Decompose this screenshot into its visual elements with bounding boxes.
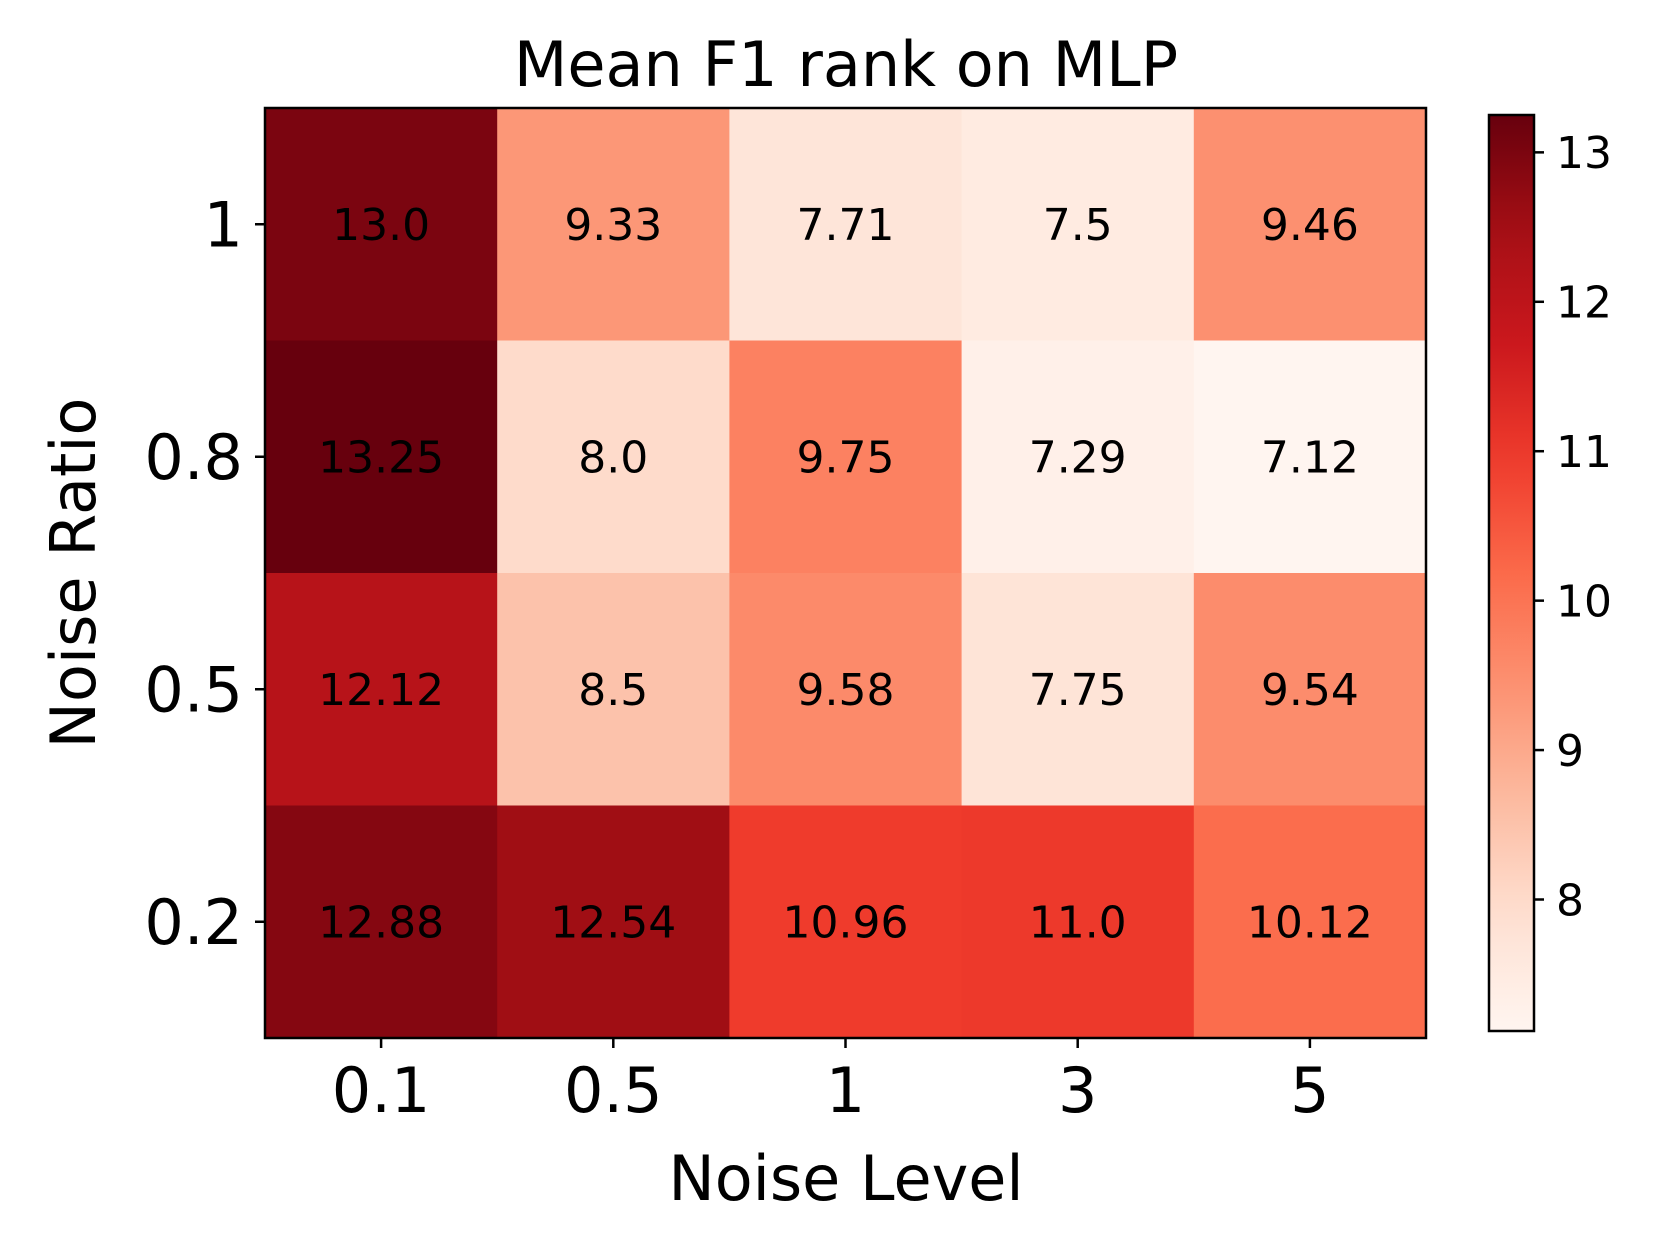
- cell-value-label: 7.12: [1261, 433, 1359, 484]
- heatmap-cell: [961, 108, 1195, 342]
- heatmap-cell: [961, 340, 1195, 574]
- cell-value-label: 9.54: [1261, 665, 1359, 716]
- heatmap-cell: [1193, 108, 1427, 342]
- cell-value-label: 7.71: [797, 200, 895, 251]
- chart-title: Mean F1 rank on MLP: [514, 28, 1178, 101]
- heatmap-cell: [729, 573, 963, 807]
- heatmap-cell: [265, 573, 498, 807]
- y-tick-label: 0.8: [144, 421, 243, 494]
- heatmap-cell: [729, 108, 963, 342]
- heatmap-cell-labels: 13.0 9.33 7.71 7.5 9.46 13.25 8.0 9.75 7.29 7.12 1…: [318, 200, 1373, 949]
- cell-value-label: 9.46: [1261, 200, 1359, 251]
- cell-value-label: 8.5: [578, 665, 648, 716]
- x-tick-label: 5: [1290, 1054, 1329, 1127]
- heatmap-cell: [1193, 573, 1427, 807]
- heatmap-cell: [497, 573, 730, 807]
- heatmap-cell: [1193, 340, 1427, 574]
- x-tick-label: 0.5: [564, 1054, 663, 1127]
- cell-value-label: 12.54: [550, 898, 676, 949]
- colorbar-tick-label: 11: [1556, 427, 1612, 478]
- cell-value-label: 12.12: [318, 665, 444, 716]
- heatmap-cell: [497, 108, 730, 342]
- cell-value-label: 9.33: [564, 200, 662, 251]
- heatmap-cell: [729, 340, 963, 574]
- y-tick-label: 0.5: [144, 654, 243, 727]
- cell-value-label: 13.0: [332, 200, 430, 251]
- cell-value-label: 7.5: [1043, 200, 1113, 251]
- cell-value-label: 8.0: [578, 433, 648, 484]
- heatmap-cells: [265, 108, 1427, 1039]
- colorbar-tick-label: 12: [1556, 278, 1612, 329]
- y-tick-label: 1: [204, 189, 243, 262]
- heatmap-cell: [961, 573, 1195, 807]
- cell-value-label: 7.75: [1029, 665, 1127, 716]
- cell-value-label: 9.58: [797, 665, 895, 716]
- x-axis-ticks: 0.1 0.5 1 3 5: [332, 1038, 1330, 1127]
- heatmap-cell: [1193, 805, 1427, 1039]
- colorbar-tick-label: 9: [1556, 726, 1584, 777]
- cell-value-label: 10.12: [1247, 898, 1373, 949]
- y-axis-ticks: 1 0.8 0.5 0.2: [144, 189, 265, 959]
- cell-value-label: 13.25: [318, 433, 444, 484]
- heatmap-cell: [497, 340, 730, 574]
- colorbar-tick-label: 10: [1556, 576, 1612, 627]
- colorbar-tick-label: 8: [1556, 875, 1584, 926]
- heatmap-cell: [497, 805, 730, 1039]
- heatmap-cell: [265, 805, 498, 1039]
- heatmap-cell: [265, 108, 498, 342]
- heatmap-cell: [729, 805, 963, 1039]
- heatmap-cell: [265, 340, 498, 574]
- y-axis-label: Noise Ratio: [37, 398, 110, 749]
- heatmap-cell: [961, 805, 1195, 1039]
- cell-value-label: 9.75: [797, 433, 895, 484]
- colorbar: [1487, 113, 1536, 1033]
- cell-value-label: 11.0: [1029, 898, 1127, 949]
- x-tick-label: 3: [1058, 1054, 1097, 1127]
- y-tick-label: 0.2: [144, 886, 243, 959]
- x-tick-label: 0.1: [332, 1054, 431, 1127]
- x-axis-label: Noise Level: [668, 1142, 1023, 1215]
- colorbar-tick-label: 13: [1556, 128, 1612, 179]
- cell-value-label: 7.29: [1029, 433, 1127, 484]
- cell-value-label: 12.88: [318, 898, 444, 949]
- cell-value-label: 10.96: [783, 898, 909, 949]
- x-tick-label: 1: [826, 1054, 865, 1127]
- colorbar-ticks: 8 9 10 11 12 13: [1534, 128, 1612, 926]
